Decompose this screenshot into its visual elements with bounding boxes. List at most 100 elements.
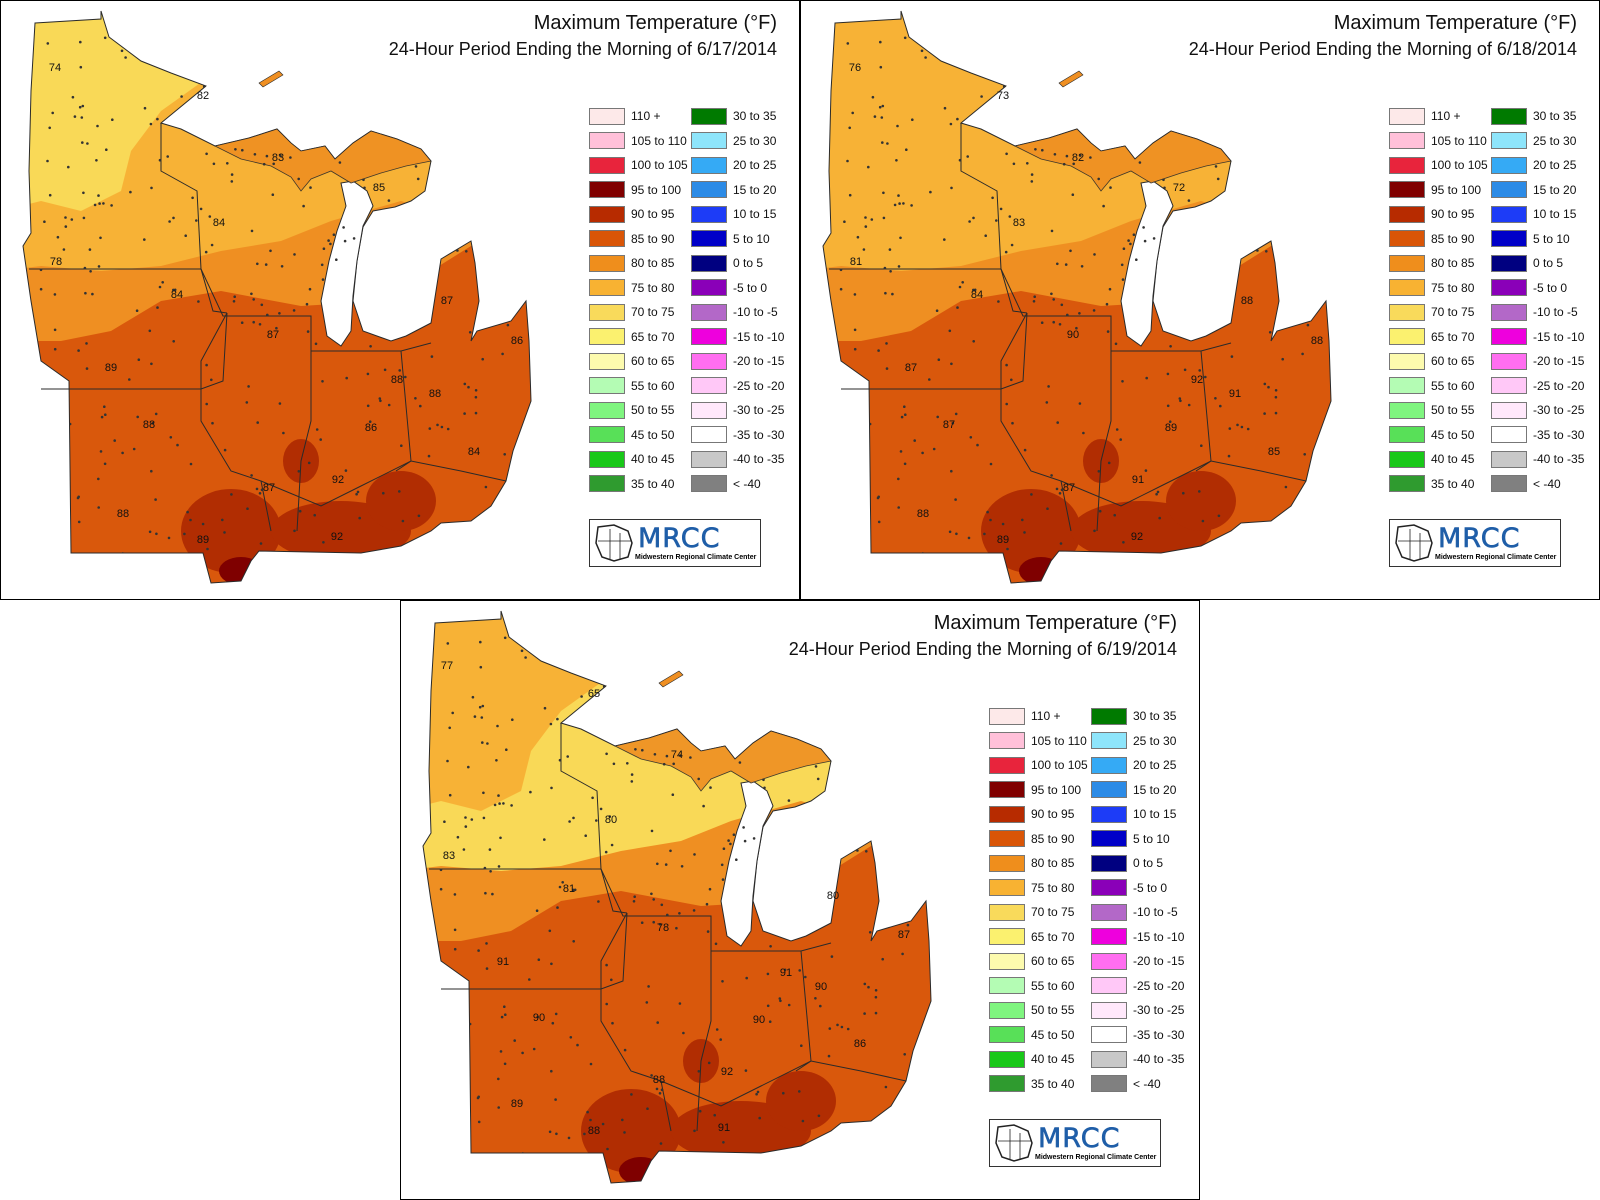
station-dot [1268,331,1272,334]
station-dot [566,660,570,663]
station-dot [1156,490,1160,494]
station-dot [885,367,889,370]
lake-michigan [720,780,774,947]
station-dot [400,444,403,448]
legend-swatch [1389,303,1425,321]
station-dot [693,1129,696,1133]
station-dot [556,717,559,721]
legend-swatch [1091,805,1127,823]
station-dot [1256,249,1259,252]
station-dot [482,791,485,795]
legend-item: -5 to 0 [1091,879,1167,897]
station-dot [464,825,468,828]
station-dot [467,765,470,769]
station-dot [954,498,957,501]
legend-swatch [1491,107,1527,125]
legend-item: 15 to 20 [1491,181,1576,199]
station-dot [679,754,682,757]
station-dot [1082,431,1085,435]
legend-item: 75 to 80 [1389,279,1474,297]
station-dot [876,496,880,500]
legend-item: 35 to 40 [989,1075,1074,1093]
temperature-value-label: 82 [197,90,209,102]
legend-item: 110 + [589,107,660,125]
station-dot [1135,258,1138,262]
station-dot [467,385,470,389]
state-border [560,723,602,870]
station-dot [937,358,941,362]
station-dot [497,865,501,868]
station-dot [259,542,263,545]
station-dot [250,292,253,296]
temperature-value-label: 86 [511,335,523,347]
legend-label: -25 to -20 [1533,378,1585,393]
legend-item: 30 to 35 [691,107,776,125]
legend-swatch [1491,401,1527,419]
station-dot [626,762,629,765]
station-dot [536,1015,539,1019]
station-dot [149,122,153,126]
station-dot [447,1046,451,1049]
station-dot [862,248,866,251]
station-dot [53,293,57,296]
station-dot [430,355,434,358]
temperature-map: 74 82 83 85 84 78 84 87 87 86 89 88 88 88 86 84 92 87 88 89… [22,10,532,584]
station-dot [948,530,952,534]
legend-swatch [1091,756,1127,774]
station-dot [446,759,449,763]
station-dot [651,669,654,673]
legend-label: 90 to 95 [1431,207,1475,221]
station-dot [986,510,989,514]
legend-item: -30 to -25 [1491,401,1584,419]
station-dot [1214,397,1217,400]
temperature-value-label: 88 [917,508,929,520]
station-dot [498,201,501,205]
station-dot [1155,70,1158,73]
station-dot [626,646,630,650]
legend-item: -35 to -30 [1491,426,1584,444]
station-dot [583,1132,586,1136]
temperature-value-label: 88 [429,388,441,400]
legend-swatch [691,230,727,247]
station-dot [801,1119,805,1123]
station-dot [407,74,410,77]
station-dot [446,427,450,431]
station-dot [80,116,84,119]
legend-item: 45 to 50 [589,426,674,444]
station-dot [1078,402,1082,405]
legend-label: 110 + [1431,109,1461,123]
station-dot [465,250,468,253]
station-dot [425,248,428,251]
station-dot [956,117,959,121]
station-dot [465,532,469,535]
station-dot [193,114,197,117]
legend-swatch [1491,475,1527,492]
legend-swatch [989,1026,1025,1043]
station-dot [453,947,457,951]
station-dot [474,411,478,415]
station-dot [611,1021,614,1025]
station-dot [1108,287,1112,291]
legend-item: 90 to 95 [989,805,1074,823]
station-dot [881,104,885,108]
station-dot [846,1027,850,1031]
station-dot [1163,186,1166,190]
station-dot [97,477,100,481]
station-dot [212,162,216,166]
station-dot [181,558,184,562]
station-dot [1129,242,1132,246]
station-dot [593,714,597,717]
station-dot [325,105,329,109]
legend-item: -15 to -10 [691,328,784,346]
station-dot [489,870,492,873]
station-dot [528,978,531,981]
temperature-value-label: 91 [497,956,509,968]
station-dot [137,358,141,362]
legend-swatch [1389,181,1425,198]
legend-swatch [989,1050,1025,1068]
legend-item: 20 to 25 [1091,756,1176,774]
station-dot [995,219,998,222]
legend-item: 35 to 40 [1389,475,1474,493]
legend-label: 65 to 70 [1431,329,1475,344]
legend-swatch [589,132,625,149]
